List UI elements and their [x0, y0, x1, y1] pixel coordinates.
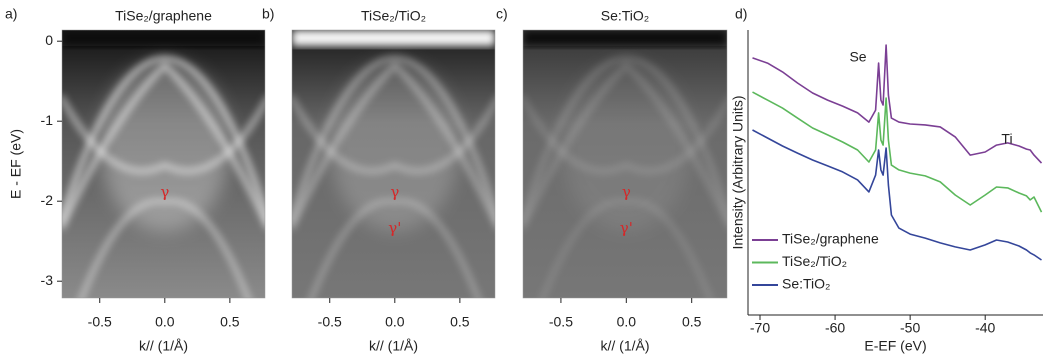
panel-label: d)	[735, 6, 747, 22]
annotation: γ'	[388, 219, 401, 237]
x-tick-label: 0.0	[155, 314, 175, 330]
x-tick-label: -60	[825, 320, 845, 336]
glow	[99, 59, 230, 231]
x-tick-label: -40	[975, 320, 995, 336]
x-tick-label: 0.0	[617, 314, 637, 330]
panel-title: TiSe₂/graphene	[115, 8, 212, 24]
top-band	[62, 30, 265, 46]
x-axis-label: k// (1/Å)	[369, 338, 418, 354]
band	[540, 199, 712, 298]
band	[62, 94, 265, 174]
series-line	[752, 44, 1043, 164]
glow	[561, 59, 692, 231]
legend-label: Se:TiO₂	[782, 276, 830, 292]
x-tick-label: -50	[900, 320, 920, 336]
band	[523, 61, 727, 231]
arpes-image	[62, 30, 265, 298]
x-tick-label: -0.5	[318, 314, 342, 330]
y-axis-label: E - EF (eV)	[8, 129, 24, 199]
annotation: γ	[160, 183, 169, 201]
x-tick-label: -70	[750, 320, 770, 336]
glow	[329, 59, 460, 231]
x-tick-label: 0.0	[385, 314, 405, 330]
annotation: γ'	[620, 219, 633, 237]
panel-label: a)	[5, 6, 17, 22]
legend-label: TiSe₂/TiO₂	[782, 253, 847, 269]
panel-label: b)	[262, 6, 274, 22]
panel-label: c)	[496, 6, 508, 22]
band	[292, 61, 495, 231]
x-tick-label: 0.5	[450, 314, 470, 330]
x-tick-label: -0.5	[88, 314, 112, 330]
frame	[291, 29, 496, 299]
y-axis-label: Intensity (Arbitrary Units)	[730, 95, 746, 249]
frame	[61, 29, 266, 299]
arpes-image	[292, 30, 495, 298]
panel-title: TiSe₂/TiO₂	[361, 8, 426, 24]
x-axis-label: E-EF (eV)	[864, 338, 926, 354]
annotation: γ	[390, 183, 399, 201]
annotation: Se	[849, 49, 866, 65]
band	[523, 56, 727, 224]
series-line	[752, 91, 1043, 213]
x-tick-label: 0.5	[220, 314, 240, 330]
top-band	[523, 30, 727, 46]
arpes-image	[523, 30, 727, 298]
band	[62, 56, 265, 224]
band	[292, 56, 495, 224]
annotation: Ti	[1001, 131, 1012, 147]
band	[523, 94, 727, 174]
y-tick-label: -2	[41, 192, 54, 208]
legend-label: TiSe₂/graphene	[782, 231, 879, 247]
annotation: γ	[622, 183, 631, 201]
panel-title: Se:TiO₂	[601, 8, 649, 24]
x-axis-label: k// (1/Å)	[139, 338, 188, 354]
band	[62, 61, 265, 231]
y-tick-label: -1	[41, 112, 54, 128]
x-axis-label: k// (1/Å)	[600, 338, 649, 354]
frame	[522, 29, 728, 299]
top-band	[292, 30, 495, 46]
y-tick-label: -3	[41, 272, 54, 288]
band	[79, 199, 250, 298]
band	[292, 94, 495, 174]
x-tick-label: -0.5	[549, 314, 573, 330]
band	[309, 199, 480, 298]
x-tick-label: 0.5	[682, 314, 702, 330]
y-tick-label: 0	[45, 32, 53, 48]
series-line	[752, 129, 1042, 261]
